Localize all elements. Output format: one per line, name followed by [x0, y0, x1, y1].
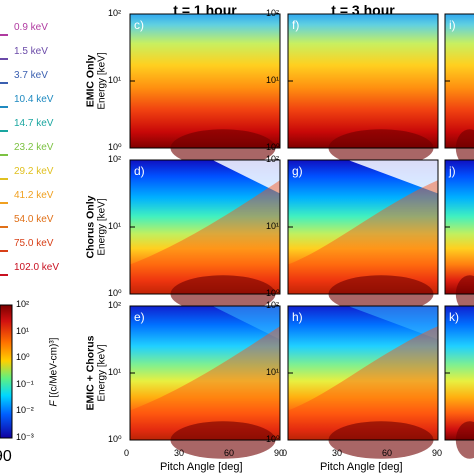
colorbar-tick-label: 10¹: [16, 325, 30, 336]
energy-legend-swatch: [0, 34, 8, 36]
row-label-axis: Energy [keV]: [96, 52, 108, 110]
colorbar-tick-label: 10⁰: [16, 352, 30, 363]
heatmap-feature: [130, 326, 280, 440]
x-tick-label: 60: [382, 448, 393, 458]
heatmap-feature: [130, 180, 280, 294]
x-tick-label: 90: [274, 448, 285, 458]
x-tick-label: 30: [174, 448, 185, 458]
y-tick-label: 10⁰: [266, 142, 280, 152]
row-label-axis: Energy [keV]: [96, 198, 108, 256]
y-tick-label: 10¹: [266, 75, 280, 85]
panel-letter: i): [449, 18, 456, 32]
energy-legend-swatch: [0, 202, 8, 204]
y-tick-label: 10²: [266, 300, 280, 310]
x-axis-label-2: Pitch Angle [deg]: [320, 461, 403, 473]
y-tick-label: 10⁰: [108, 288, 122, 298]
heatmap-feature: [348, 306, 438, 340]
colorbar-label-main: F: [48, 400, 60, 407]
y-tick-label: 10¹: [266, 221, 280, 231]
colorbar-tick-label: 10⁻¹: [16, 378, 34, 389]
x-tick-label: 30: [332, 448, 343, 458]
y-tick-label: 10⁰: [266, 434, 280, 444]
colorbar-gradient: [0, 304, 13, 439]
x-tick-label: 0: [124, 448, 130, 458]
y-tick-label: 10¹: [108, 221, 122, 231]
panel-letter: h): [292, 310, 303, 324]
y-tick-label: 10⁰: [108, 434, 122, 444]
energy-legend-item: 41.2 keV: [14, 190, 54, 201]
heatmap-panel-j: [444, 159, 474, 313]
energy-legend-swatch: [0, 178, 8, 180]
heatmap-fill: [130, 306, 280, 440]
heatmap-panel-f: [287, 13, 439, 167]
energy-legend-item: 29.2 keV: [14, 166, 54, 177]
y-tick-label: 10²: [108, 300, 122, 310]
heatmap-feature: [348, 160, 438, 194]
row-label-title: Chorus Only: [84, 195, 97, 259]
energy-legend-item: 75.0 keV: [14, 238, 54, 249]
heatmap-panel-e: [129, 305, 281, 459]
panel-letter: c): [134, 18, 144, 32]
y-tick-label: 10¹: [266, 367, 280, 377]
energy-legend-item: 3.7 keV: [14, 70, 48, 81]
heatmap-panel-i: [444, 13, 474, 167]
heatmap-feature: [212, 306, 280, 340]
x-tick-label: 0: [282, 448, 288, 458]
heatmap-panel-h: [287, 305, 439, 459]
panel-letter: f): [292, 18, 300, 32]
heatmap-feature: [288, 180, 438, 294]
y-tick-label: 10²: [108, 154, 122, 164]
energy-legend-swatch: [0, 274, 8, 276]
y-tick-label: 10²: [108, 8, 122, 18]
y-tick-label: 10⁰: [266, 288, 280, 298]
panel-letter: d): [134, 164, 145, 178]
x-tick-label: 90: [432, 448, 443, 458]
heatmap-panel-k: [444, 305, 474, 459]
energy-legend-item: 10.4 keV: [14, 94, 54, 105]
y-tick-label: 10²: [266, 8, 280, 18]
colorbar: [0, 304, 13, 439]
colorbar-label-units: [(c/MeV-cm)³]: [48, 337, 60, 398]
panel-letter: g): [292, 164, 303, 178]
heatmap-panel-d: [129, 159, 281, 313]
y-tick-label: 10²: [266, 154, 280, 164]
energy-legend-swatch: [0, 226, 8, 228]
energy-legend-swatch: [0, 82, 8, 84]
energy-legend-swatch: [0, 130, 8, 132]
heatmap-panel-c: [129, 13, 281, 167]
x-tick-label: 60: [224, 448, 235, 458]
row-label-axis: Energy [keV]: [96, 344, 108, 402]
energy-legend-item: 0.9 keV: [14, 22, 48, 33]
colorbar-tick-label: 10⁻³: [16, 432, 34, 442]
panel-letter: e): [134, 310, 145, 324]
heatmap-feature: [212, 160, 280, 194]
panel-letter: k): [449, 310, 459, 324]
energy-legend-item: 23.2 keV: [14, 142, 54, 153]
x-axis-label-1: Pitch Angle [deg]: [160, 461, 243, 473]
energy-legend-item: 102.0 keV: [14, 262, 60, 273]
energy-legend-swatch: [0, 250, 8, 252]
y-tick-label: 10¹: [108, 367, 122, 377]
energy-legend-item: 14.7 keV: [14, 118, 54, 129]
row-label-title: EMIC Only: [84, 54, 97, 108]
y-tick-label: 10¹: [108, 75, 122, 85]
energy-legend-swatch: [0, 106, 8, 108]
energy-legend-item: 54.0 keV: [14, 214, 54, 225]
y-tick-label: 10⁰: [108, 142, 122, 152]
energy-legend-item: 1.5 keV: [14, 46, 48, 57]
heatmap-fill: [288, 14, 438, 148]
energy-legend-swatch: [0, 58, 8, 60]
heatmap-fill: [130, 160, 280, 294]
heatmap-fill: [130, 14, 280, 148]
row-label-title: EMIC + Chorus: [84, 335, 97, 411]
left-x-tick: 90: [0, 448, 12, 465]
colorbar-tick-label: 10²: [16, 299, 30, 309]
colorbar-tick-label: 10⁻²: [16, 405, 34, 416]
energy-legend-swatch: [0, 154, 8, 156]
heatmap-feature: [288, 326, 438, 440]
panel-letter: j): [449, 164, 456, 178]
heatmap-panel-g: [287, 159, 439, 313]
